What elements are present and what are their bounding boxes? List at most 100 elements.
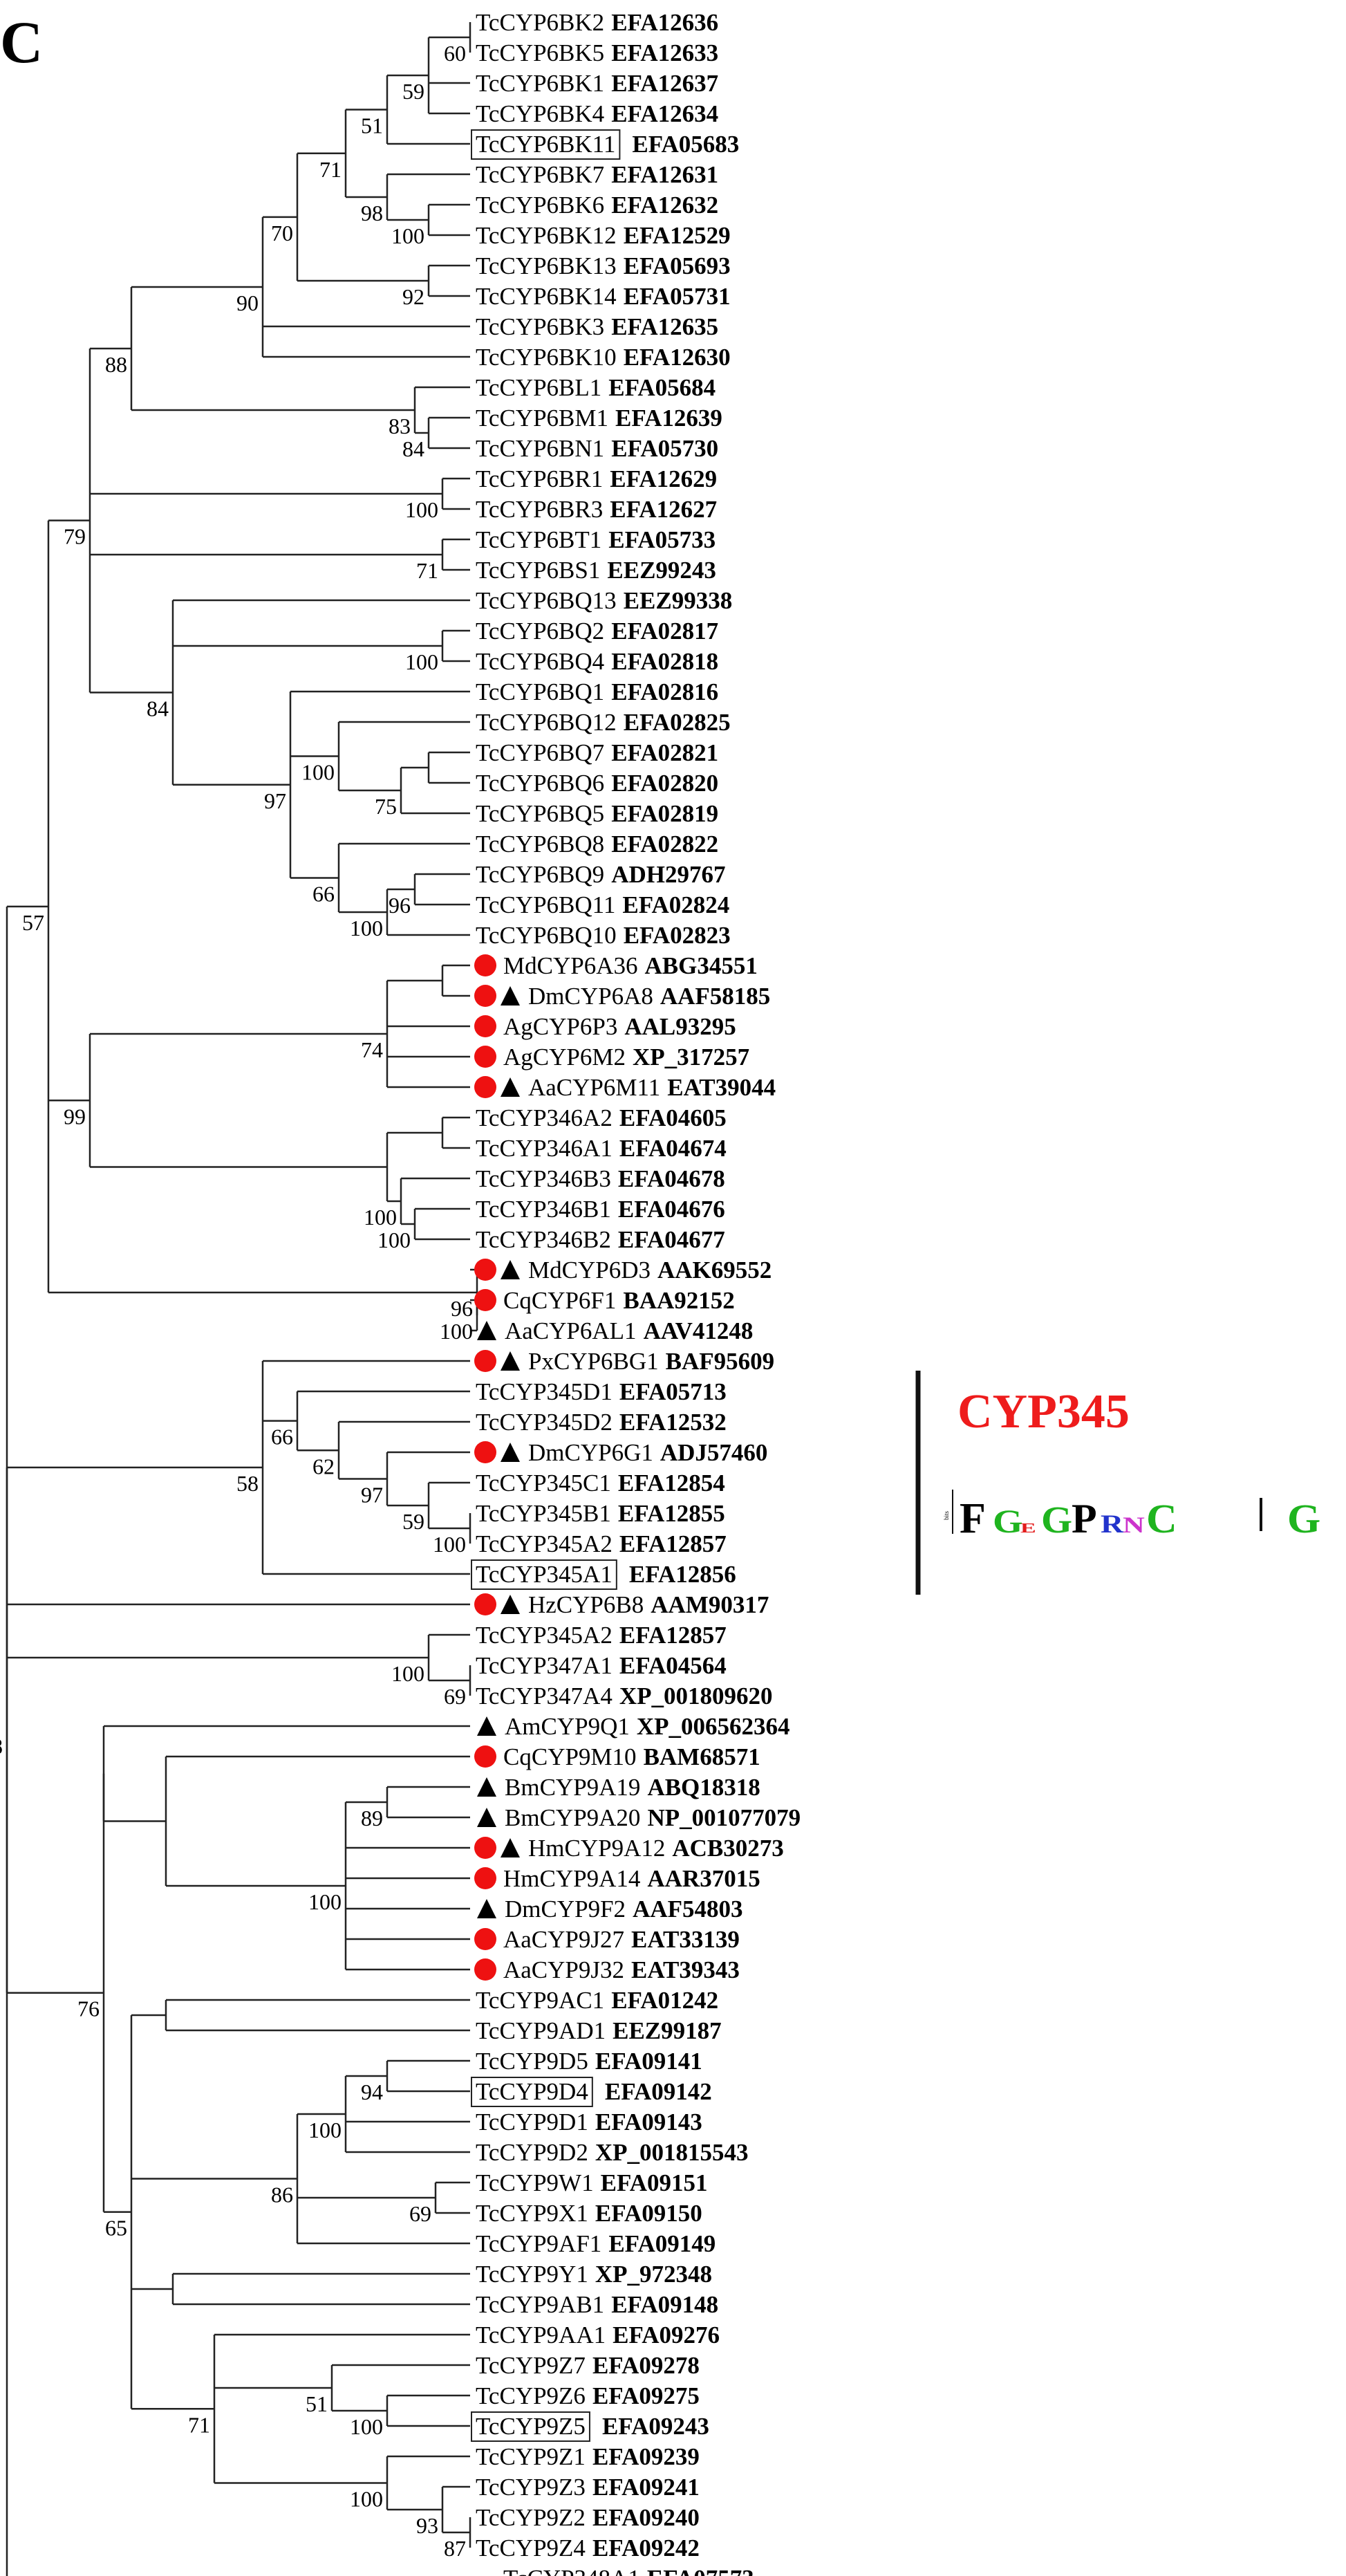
support-value: 87 [444, 2536, 466, 2561]
support-value: 58 [236, 1471, 259, 1496]
leaf-accession: EFA05683 [632, 131, 739, 158]
leaf-name: TcCYP6BR3 [476, 496, 603, 523]
black-triangle-marker [477, 1899, 496, 1918]
leaf-accession: BAF95609 [666, 1348, 775, 1375]
leaf-name: TcCYP9Z4 [476, 2535, 586, 2561]
leaf-accession: EFA12639 [615, 405, 722, 432]
leaf-accession: EFA05693 [624, 252, 731, 279]
leaf-name: DmCYP6A8 [528, 983, 653, 1010]
leaf-accession: EFA07573 [647, 2565, 754, 2576]
leaf-name: TcCYP345A2 [476, 1530, 613, 1557]
leaf-accession: EFA02817 [611, 618, 718, 645]
support-value: 100 [364, 1205, 397, 1230]
support-value: 100 [308, 2118, 342, 2142]
leaf-name: MdCYP6D3 [528, 1257, 651, 1284]
leaf-name: TcCYP346A2 [476, 1104, 613, 1131]
leaf-accession: EFA02818 [611, 648, 718, 675]
logo-letter: G [1287, 1497, 1320, 1541]
leaf-accession: XP_006562364 [637, 1713, 790, 1740]
logo-letter: N [1123, 1512, 1145, 1537]
leaf-accession: EFA09151 [601, 2169, 708, 2196]
leaf-accession: EFA05731 [624, 283, 731, 310]
support-value: 86 [271, 2183, 293, 2207]
leaf-name: TcCYP6BK2 [476, 9, 604, 36]
leaf-accession: EFA09240 [592, 2504, 700, 2531]
leaf-accession: EFA09242 [592, 2535, 700, 2561]
leaf-name: AgCYP6M2 [503, 1044, 626, 1071]
leaf-accession: EAT33139 [631, 1926, 740, 1953]
red-circle-marker [474, 1289, 496, 1311]
leaf-accession: EFA12529 [624, 222, 731, 249]
leaf-name: TcCYP6BQ12 [476, 709, 617, 736]
logo-letter: C [1146, 1497, 1177, 1541]
leaf-name: AaCYP9J27 [503, 1926, 624, 1953]
red-circle-marker [474, 1593, 496, 1615]
leaf-accession: EFA02816 [611, 678, 718, 705]
support-value: 62 [312, 1454, 335, 1479]
leaf-accession: EFA01242 [611, 1987, 718, 2014]
support-value: 71 [416, 558, 438, 583]
red-circle-marker [474, 1015, 496, 1037]
leaf-accession: ABQ18318 [647, 1774, 760, 1801]
leaf-accession: EFA02824 [622, 891, 729, 918]
support-value: 74 [361, 1037, 383, 1062]
leaf-accession: ACB30273 [672, 1835, 783, 1862]
leaf-name: TcCYP6BQ1 [476, 678, 604, 705]
boxed-leaf-frame [471, 1559, 617, 1590]
leaf-accession: EFA05733 [608, 526, 716, 553]
leaf-accession: EFA12857 [619, 1530, 727, 1557]
leaf-name: TcCYP9X1 [476, 2200, 588, 2227]
leaf-accession: XP_001809620 [619, 1683, 773, 1709]
leaf-name: TcCYP9Z7 [476, 2352, 586, 2379]
leaf-name: TcCYP6BL1 [476, 374, 601, 401]
leaf-name: TcCYP6BQ6 [476, 770, 604, 797]
red-circle-marker [474, 1745, 496, 1768]
support-value: 100 [391, 1661, 424, 1686]
black-triangle-marker [477, 1321, 496, 1340]
leaf-name: TcCYP9Z6 [476, 2382, 586, 2409]
red-circle-marker [474, 1867, 496, 1889]
leaf-name: TcCYP6BQ10 [476, 922, 617, 949]
leaf-name: TcCYP6BK13 [476, 252, 617, 279]
leaf-name: TcCYP346B2 [476, 1226, 611, 1253]
red-circle-marker [474, 1350, 496, 1372]
support-value: 71 [319, 157, 342, 182]
logo-letter: F [960, 1495, 986, 1542]
leaf-accession: EFA12635 [611, 313, 718, 340]
leaf-accession: EFA09239 [592, 2443, 700, 2470]
leaf-accession: EFA04678 [618, 1165, 725, 1192]
leaf-accession: AAL93295 [624, 1013, 736, 1040]
leaf-name: TcCYP6BQ8 [476, 831, 604, 858]
leaf-accession: EFA12857 [619, 1622, 727, 1649]
leaf-name: TcCYP6BK4 [476, 100, 604, 127]
support-value: 69 [444, 1684, 466, 1709]
leaf-name: TcCYP9AD1 [476, 2017, 606, 2044]
leaf-name: AmCYP9Q1 [505, 1713, 630, 1740]
leaf-name: TcCYP6BR1 [476, 465, 603, 492]
leaf-accession: EFA09149 [608, 2230, 716, 2257]
leaf-name: TcCYP6BM1 [476, 405, 608, 432]
leaf-name: TcCYP6BS1 [476, 557, 600, 584]
support-value: 98 [361, 201, 383, 225]
leaf-name: TcCYP9D4 [476, 2078, 588, 2105]
leaf-name: CqCYP9M10 [503, 1743, 637, 1770]
support-value: 100 [350, 916, 383, 940]
red-circle-marker [474, 1259, 496, 1281]
red-circle-marker [474, 985, 496, 1007]
leaf-accession: EEZ99187 [613, 2017, 722, 2044]
leaf-accession: EFA04676 [618, 1196, 725, 1223]
clade-label: CYP345 [957, 1385, 1130, 1438]
leaf-name: TcCYP6BQ9 [476, 861, 604, 888]
support-value: 94 [361, 2079, 383, 2104]
support-value: 100 [405, 649, 438, 674]
leaf-name: TcCYP9W1 [476, 2169, 594, 2196]
support-value: 100 [391, 223, 424, 248]
leaf-name: TcCYP345C1 [476, 1470, 611, 1497]
support-value: 93 [416, 2513, 438, 2538]
leaf-name: TcCYP347A1 [476, 1652, 613, 1679]
leaf-name: TcCYP9D5 [476, 2048, 588, 2075]
leaf-name: TcCYP6BK12 [476, 222, 617, 249]
leaf-accession: EFA09276 [613, 2322, 720, 2348]
leaf-name: TcCYP9Z2 [476, 2504, 586, 2531]
leaf-name: TcCYP6BQ5 [476, 800, 604, 827]
